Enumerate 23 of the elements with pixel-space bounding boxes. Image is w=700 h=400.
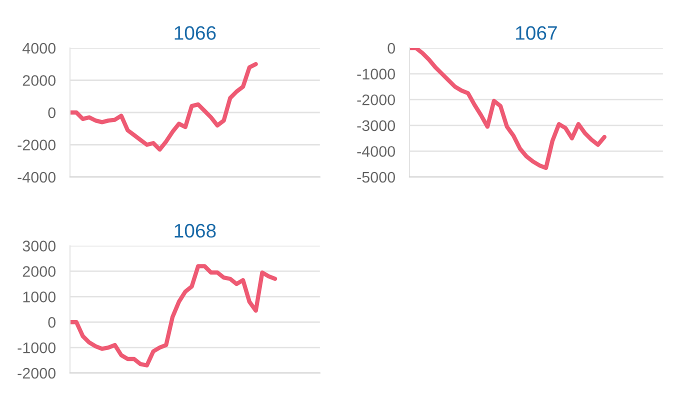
chart-title: 1068 [174,224,216,238]
y-tick-label: -2000 [357,94,396,106]
line-series [410,48,607,170]
y-tick-label: 0 [388,42,396,54]
y-tick-label: -3000 [357,120,396,132]
y-tick-label: 3000 [22,240,56,252]
y-tick-label: -5000 [357,172,396,183]
chart-title: 1066 [174,26,216,40]
chart-title: 1067 [516,26,557,40]
line-series [70,62,258,152]
y-tick-label: -4000 [18,172,56,183]
y-tick-label: 2000 [22,266,56,277]
y-tick-label: 0 [48,316,56,328]
line-series [70,264,278,368]
y-tick-label: 4000 [22,42,56,54]
y-tick-label: 0 [48,107,56,118]
y-tick-label: -2000 [18,140,56,150]
y-tick-label: 2000 [22,75,56,86]
y-tick-label: -2000 [18,368,56,379]
y-tick-label: -1000 [357,68,396,80]
y-tick-label: 1000 [23,292,56,302]
y-tick-label: -4000 [357,146,396,157]
y-tick-label: -1000 [18,342,56,354]
